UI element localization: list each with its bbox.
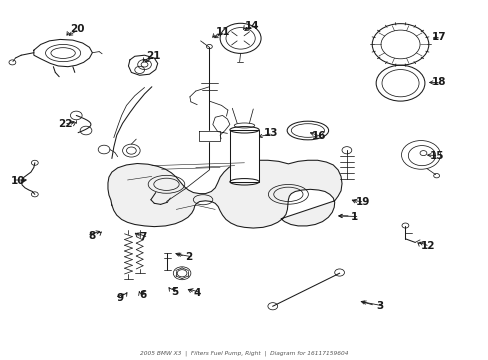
- Text: 18: 18: [431, 77, 446, 87]
- Text: 8: 8: [88, 231, 96, 240]
- Text: 1: 1: [350, 212, 357, 221]
- Text: 22: 22: [58, 120, 73, 129]
- Text: 11: 11: [216, 27, 230, 37]
- Text: 12: 12: [420, 241, 435, 251]
- Text: 9: 9: [116, 293, 123, 303]
- Text: 14: 14: [244, 21, 259, 31]
- Text: 2: 2: [184, 252, 192, 262]
- Text: 3: 3: [375, 301, 383, 311]
- Text: 10: 10: [10, 176, 25, 186]
- Text: 7: 7: [140, 232, 147, 242]
- Text: 21: 21: [146, 51, 160, 61]
- Text: 15: 15: [429, 150, 444, 161]
- Text: 17: 17: [431, 32, 446, 42]
- Polygon shape: [108, 160, 341, 228]
- Text: 5: 5: [171, 287, 178, 297]
- Text: 4: 4: [193, 288, 200, 298]
- Text: 19: 19: [355, 197, 369, 207]
- Polygon shape: [34, 40, 92, 67]
- Text: 13: 13: [264, 129, 278, 138]
- Text: 20: 20: [70, 24, 84, 35]
- Text: 2005 BMW X3  |  Filters Fuel Pump, Right  |  Diagram for 16117159604: 2005 BMW X3 | Filters Fuel Pump, Right |…: [140, 350, 348, 356]
- Text: 16: 16: [311, 131, 325, 141]
- Text: 6: 6: [140, 291, 146, 301]
- Polygon shape: [128, 55, 158, 75]
- Bar: [229, 130, 259, 182]
- Polygon shape: [198, 131, 220, 141]
